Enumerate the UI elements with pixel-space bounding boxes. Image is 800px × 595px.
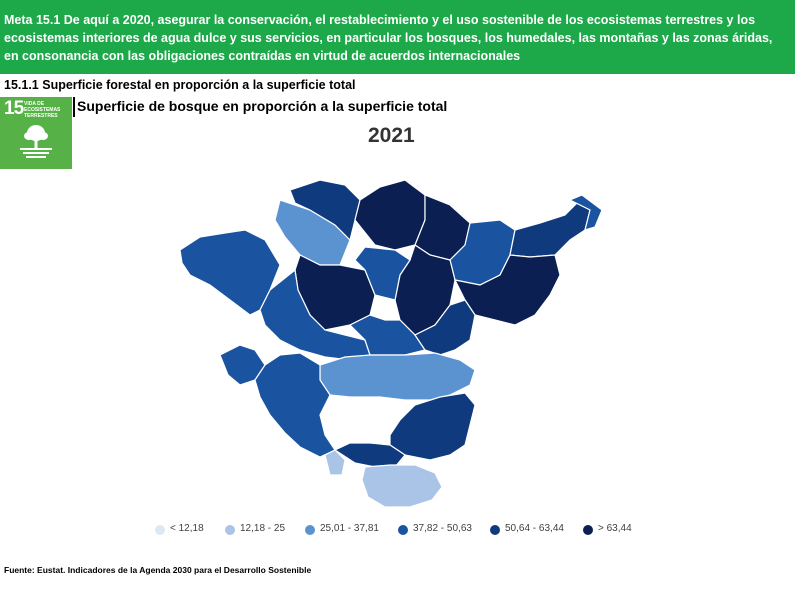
legend-swatch (155, 525, 165, 535)
map-title: Superficie de bosque en proporción a la … (77, 98, 448, 114)
legend-swatch (398, 525, 408, 535)
map-legend: < 12,18 12,18 - 25 25,01 - 37,81 37,82 -… (150, 521, 670, 539)
map-year: 2021 (368, 124, 415, 147)
region (289, 179, 361, 242)
legend-swatch (225, 525, 235, 535)
region (568, 194, 603, 231)
legend-label: 37,82 - 50,63 (413, 523, 472, 534)
region (389, 392, 476, 461)
legend-label: 25,01 - 37,81 (320, 523, 379, 534)
region (453, 254, 561, 326)
indicator-label: 15.1.1 Superficie forestal en proporción… (4, 78, 356, 92)
region (324, 449, 346, 476)
region (319, 352, 476, 401)
region (354, 179, 426, 251)
region (361, 464, 443, 508)
sdg-number: 15 (4, 98, 24, 119)
region (254, 352, 336, 458)
legend-label: 50,64 - 63,44 (505, 523, 564, 534)
legend-swatch (583, 525, 593, 535)
legend-label: > 63,44 (598, 523, 632, 534)
choropleth-map (179, 179, 603, 508)
source-note: Fuente: Eustat. Indicadores de la Agenda… (4, 565, 312, 575)
target-banner: Meta 15.1 De aquí a 2020, asegurar la co… (0, 0, 795, 74)
sdg-title: VIDA DE ECOSISTEMAS TERRESTRES (24, 101, 61, 119)
sdg-15-logo: 15 VIDA DE ECOSISTEMAS TERRESTRES (0, 97, 72, 169)
target-text: Meta 15.1 De aquí a 2020, asegurar la co… (4, 13, 773, 63)
legend-swatch (490, 525, 500, 535)
legend-swatch (305, 525, 315, 535)
tree-icon (20, 125, 52, 158)
legend-label: 12,18 - 25 (240, 523, 286, 534)
region (509, 199, 591, 258)
region (414, 299, 476, 356)
title-divider (73, 97, 75, 117)
legend-label: < 12,18 (170, 523, 204, 534)
region (333, 442, 406, 468)
region (354, 246, 411, 301)
